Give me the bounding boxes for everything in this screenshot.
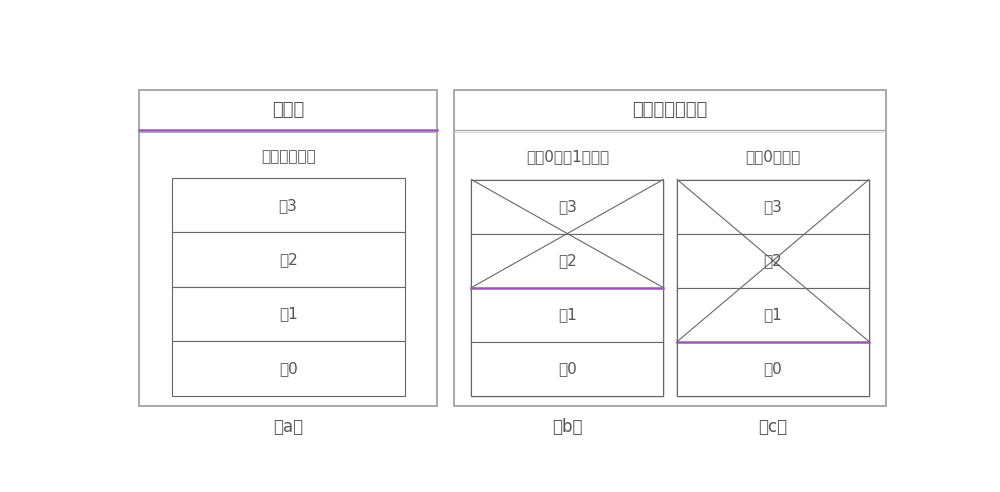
Text: 所有块均刷新: 所有块均刷新 xyxy=(261,150,316,164)
Text: 块0: 块0 xyxy=(764,361,782,376)
Text: 块1: 块1 xyxy=(279,307,298,321)
Bar xyxy=(172,178,405,232)
Text: 块1: 块1 xyxy=(558,307,577,322)
Text: 块2: 块2 xyxy=(279,252,298,267)
Bar xyxy=(471,180,663,396)
Text: 局部阵列自刷新: 局部阵列自刷新 xyxy=(633,101,708,119)
Bar xyxy=(454,90,886,405)
Bar xyxy=(139,90,437,405)
Text: 块2: 块2 xyxy=(764,253,782,268)
Text: 仅块0被刷新: 仅块0被刷新 xyxy=(745,150,801,164)
Text: 块1: 块1 xyxy=(764,307,782,322)
Bar xyxy=(471,341,663,396)
Text: 块2: 块2 xyxy=(558,253,577,268)
Text: 块3: 块3 xyxy=(279,198,298,213)
Text: 块0: 块0 xyxy=(279,361,298,376)
Text: 块3: 块3 xyxy=(764,199,783,214)
Bar xyxy=(677,180,869,234)
Bar xyxy=(471,287,663,341)
Bar xyxy=(471,234,663,287)
Text: 块0: 块0 xyxy=(558,361,577,376)
Text: 块3: 块3 xyxy=(558,199,577,214)
Text: （c）: （c） xyxy=(759,418,788,436)
Text: （a）: （a） xyxy=(273,418,303,436)
Bar xyxy=(172,341,405,396)
Bar xyxy=(172,287,405,341)
Bar xyxy=(677,287,869,341)
Text: （b）: （b） xyxy=(552,418,583,436)
Text: 仅块0和块1被刷新: 仅块0和块1被刷新 xyxy=(526,150,609,164)
Bar xyxy=(677,180,869,396)
Bar xyxy=(677,341,869,396)
Bar xyxy=(471,180,663,234)
Bar xyxy=(172,232,405,287)
Text: 自刷新: 自刷新 xyxy=(272,101,304,119)
Bar xyxy=(677,234,869,287)
